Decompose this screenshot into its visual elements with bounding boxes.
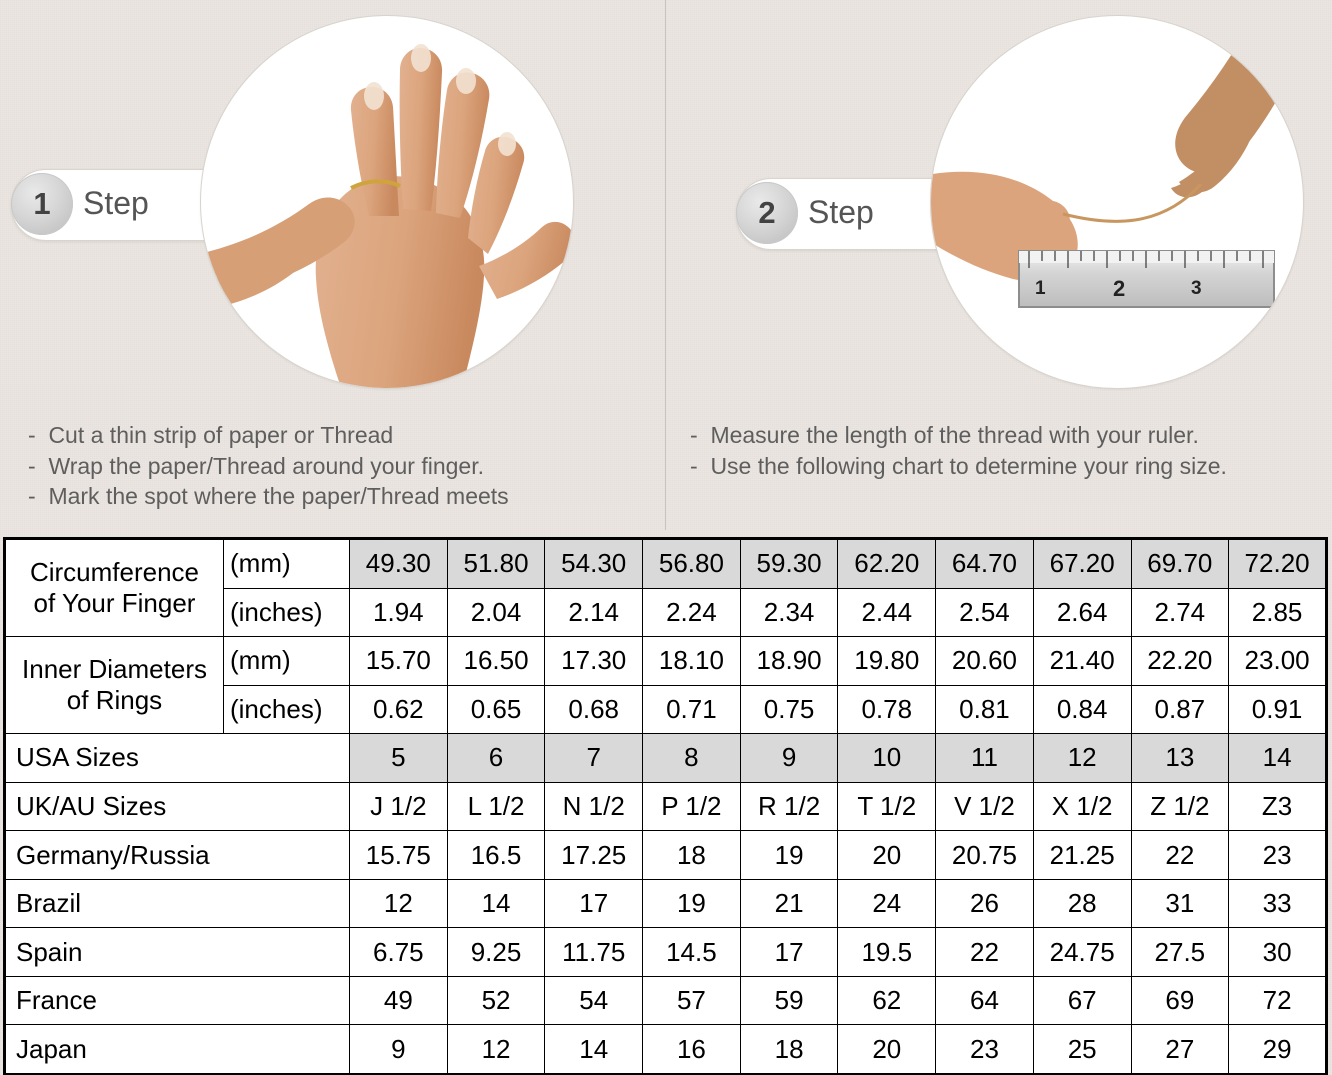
svg-text:3: 3 [1191, 278, 1202, 299]
svg-text:1: 1 [1035, 278, 1046, 299]
svg-text:2: 2 [1113, 276, 1125, 301]
